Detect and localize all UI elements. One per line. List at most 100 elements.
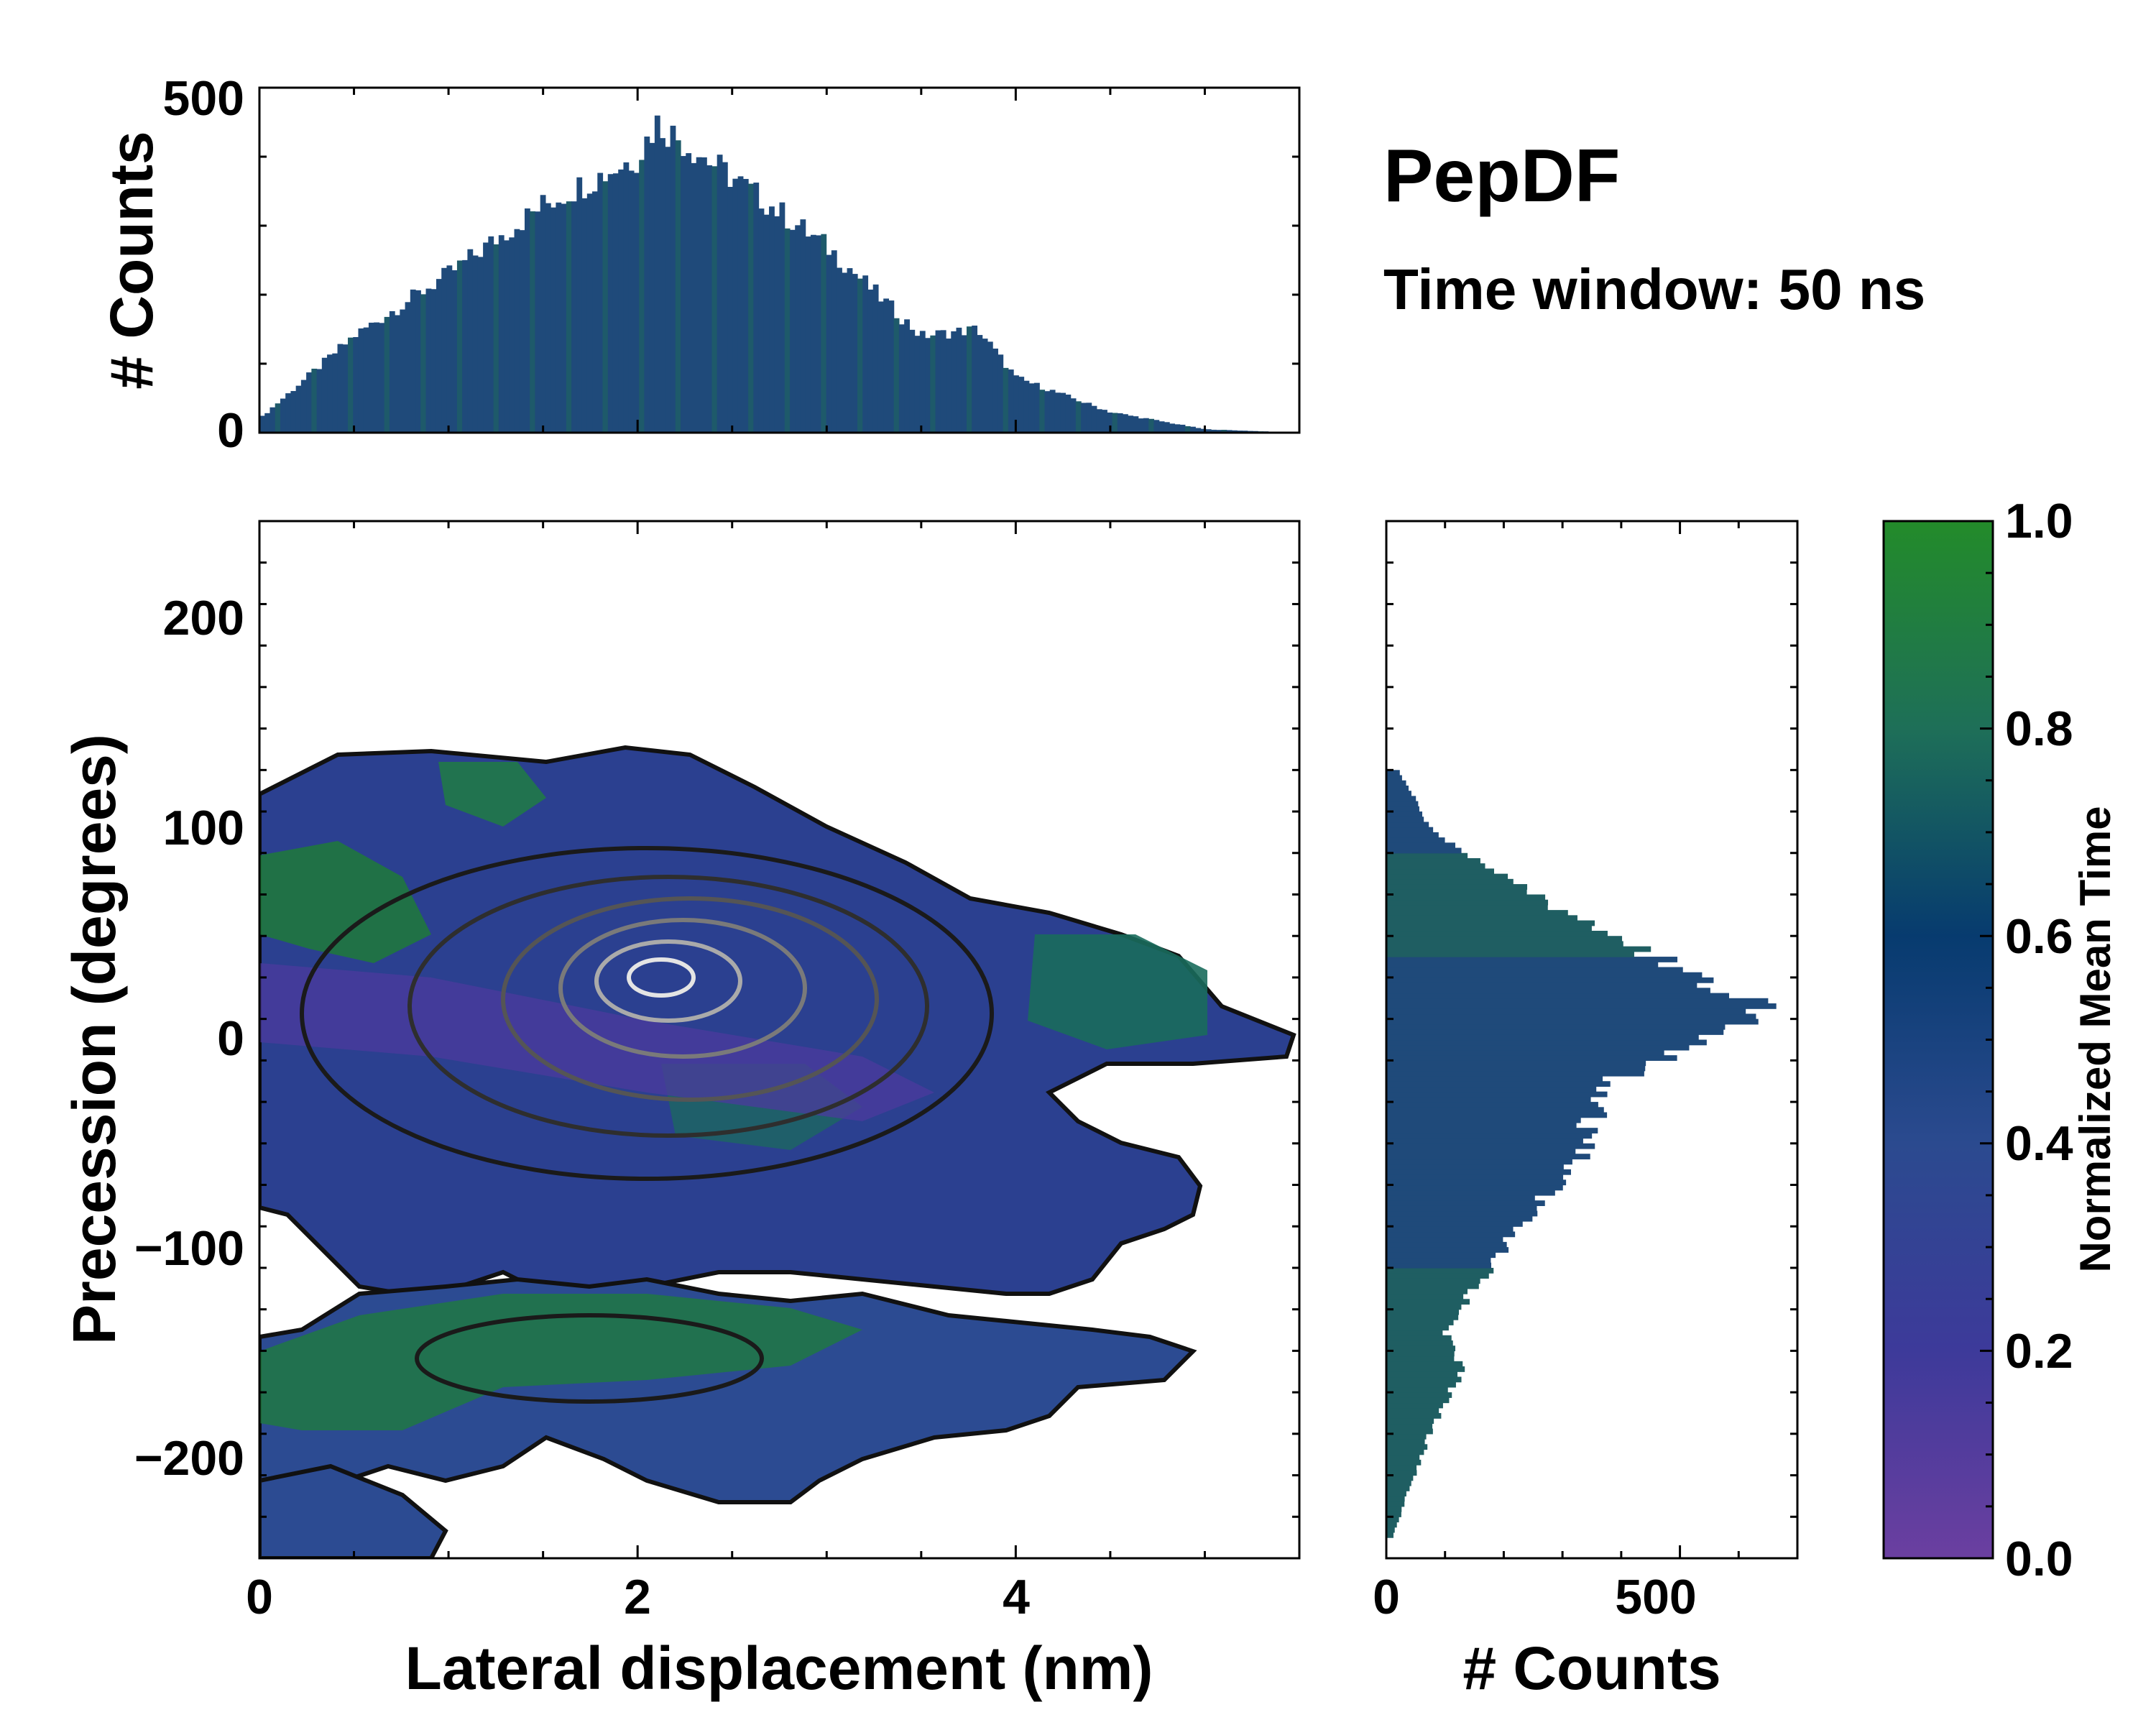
heatmap-green-patch-top	[438, 762, 546, 827]
top-histogram-bar	[1013, 375, 1019, 433]
main-xtick-2: 2	[624, 1570, 651, 1624]
top-histogram-bar	[467, 249, 474, 433]
top-histogram-bar	[1169, 423, 1175, 433]
top-histogram-bar	[400, 309, 406, 433]
top-histogram-bar	[586, 193, 593, 433]
top-histogram-bar	[504, 240, 510, 433]
right-histogram-bar	[1386, 972, 1703, 978]
right-histogram-bar	[1386, 780, 1406, 786]
density-contours	[300, 846, 994, 1404]
top-histogram-bar	[1008, 369, 1014, 433]
top-histogram-bar	[1128, 415, 1134, 433]
right-histogram-bar	[1386, 1262, 1492, 1269]
right-histogram-bar	[1386, 1376, 1462, 1383]
top-histogram-bar	[535, 211, 541, 433]
right-xlabel: # Counts	[1462, 1634, 1720, 1702]
top-histogram-bar	[1133, 416, 1139, 433]
right-histogram-bar	[1386, 1501, 1405, 1507]
top-histogram-bar	[342, 344, 349, 433]
top-histogram-bar	[1102, 410, 1107, 433]
top-histogram-bar	[909, 329, 916, 433]
right-histogram-bar	[1386, 1065, 1646, 1072]
right-xtick-0: 0	[1373, 1570, 1400, 1624]
right-histogram-bar	[1386, 1267, 1494, 1274]
right-histogram-bar	[1386, 775, 1402, 781]
colorbar: 0.0 0.2 0.4 0.6 0.8 1.0 Normalized Mean …	[1882, 494, 2119, 1586]
top-histogram: 0 500 # Counts	[98, 71, 1301, 458]
top-histogram-bar	[940, 330, 946, 433]
main-xlabel: Lateral displacement (nm)	[405, 1634, 1153, 1702]
top-histogram-bar	[1153, 420, 1160, 433]
top-histogram-bar	[295, 385, 302, 433]
right-histogram-bar	[1386, 1392, 1452, 1398]
top-histogram-bar	[290, 391, 297, 433]
right-histogram-bar	[1386, 1381, 1456, 1388]
right-histogram-bar	[1386, 842, 1455, 849]
right-histogram-bar	[1386, 822, 1429, 828]
top-histogram-bar	[1190, 426, 1196, 433]
right-histogram-bar	[1386, 1236, 1503, 1243]
top-histogram-bar	[992, 348, 998, 433]
right-histogram-bar	[1386, 1444, 1428, 1450]
right-histogram-bar	[1386, 1522, 1397, 1528]
top-histogram-bar	[1075, 401, 1082, 433]
top-histogram-bar	[363, 327, 369, 433]
right-histogram-bar	[1386, 1397, 1450, 1404]
top-histogram-bar	[581, 198, 588, 433]
top-histogram-bar	[556, 202, 562, 433]
top-histogram-bar	[758, 208, 765, 433]
top-histogram-bar	[576, 177, 583, 433]
right-histogram-bar	[1386, 1215, 1533, 1222]
colorbar-ticks	[1980, 520, 1993, 1560]
right-histogram-bar	[1386, 915, 1577, 921]
top-histogram-bar	[1123, 414, 1128, 433]
right-histogram-bar	[1386, 1288, 1468, 1294]
top-histogram-bar	[914, 336, 921, 433]
colorbar-gradient	[1882, 520, 1994, 1560]
right-histogram-frame	[1385, 520, 1799, 1560]
top-histogram-bar	[509, 237, 515, 433]
right-histogram-bar	[1386, 1330, 1443, 1336]
right-histogram-bar	[1386, 899, 1549, 906]
right-histogram-bar	[1386, 1527, 1395, 1533]
contour-level-2	[407, 875, 929, 1138]
right-histogram-bar	[1386, 1257, 1491, 1264]
colorbar-tick-0.8: 0.8	[2005, 702, 2073, 756]
top-histogram-bar	[1060, 392, 1067, 433]
top-histogram-bar	[862, 275, 869, 433]
top-histogram-bar	[530, 211, 536, 433]
top-histogram-bar	[1081, 402, 1087, 433]
top-histogram-bar	[893, 318, 900, 433]
right-histogram-bar	[1386, 1361, 1463, 1367]
right-histogram-bar	[1386, 1517, 1399, 1523]
main-ytick-100: 100	[163, 801, 244, 855]
right-histogram-bar	[1386, 1454, 1420, 1460]
right-histogram-bar	[1386, 1506, 1402, 1512]
top-histogram-bar	[1143, 418, 1149, 433]
top-histogram-bar	[327, 354, 333, 433]
top-histogram-bar	[1112, 413, 1118, 433]
right-histogram-bar	[1386, 1299, 1470, 1305]
right-histogram-bar	[1386, 1485, 1410, 1491]
top-histogram-bar	[379, 323, 385, 433]
right-histogram-bar	[1386, 1102, 1598, 1108]
top-histogram-bar	[867, 289, 874, 433]
right-histogram-bar	[1386, 837, 1445, 843]
right-histogram-bar	[1386, 1159, 1572, 1165]
top-histogram-bar	[888, 300, 895, 433]
right-histogram-bar	[1386, 1283, 1479, 1289]
top-histogram-bar	[1044, 391, 1051, 433]
right-histogram-bar	[1386, 1412, 1442, 1419]
top-histogram-bar	[857, 278, 863, 433]
top-histogram-bar	[395, 315, 400, 433]
top-histogram-bar	[1091, 405, 1097, 433]
heatmap-region	[259, 745, 1296, 1558]
top-histogram-bar	[316, 369, 323, 433]
top-histogram-bar	[275, 403, 281, 433]
right-histogram-bar	[1386, 827, 1434, 833]
right-histogram-bar	[1386, 1096, 1591, 1103]
top-histogram-bar	[280, 398, 286, 433]
top-histogram-bar	[483, 242, 489, 433]
top-histogram-bar	[837, 267, 842, 433]
